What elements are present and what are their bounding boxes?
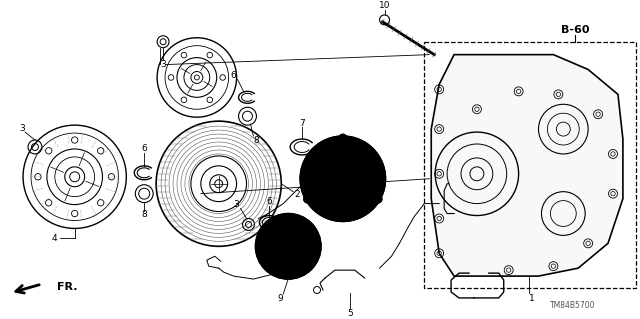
Text: 2: 2 <box>294 190 300 199</box>
Polygon shape <box>431 55 623 276</box>
Text: B-60: B-60 <box>561 25 589 35</box>
Text: 7: 7 <box>300 119 305 128</box>
Text: 6: 6 <box>231 71 236 80</box>
Text: 3: 3 <box>19 124 25 133</box>
Text: 7: 7 <box>300 257 306 266</box>
Circle shape <box>303 195 312 203</box>
Text: 9: 9 <box>277 294 283 303</box>
Circle shape <box>339 134 347 142</box>
Bar <box>424 42 636 288</box>
Circle shape <box>374 195 382 203</box>
Circle shape <box>300 136 385 221</box>
Text: FR.: FR. <box>57 282 77 292</box>
Text: 3: 3 <box>234 200 239 209</box>
Text: 6: 6 <box>141 145 147 153</box>
Text: 3: 3 <box>160 60 166 69</box>
Text: 8: 8 <box>253 136 259 145</box>
Text: 8: 8 <box>266 257 272 266</box>
Text: 8: 8 <box>141 210 147 219</box>
Text: TM84B5700: TM84B5700 <box>550 301 595 310</box>
Text: 10: 10 <box>379 2 390 11</box>
Circle shape <box>255 213 321 279</box>
Text: 6: 6 <box>266 197 272 206</box>
Text: 4: 4 <box>52 234 58 243</box>
Text: 5: 5 <box>347 309 353 318</box>
Text: 1: 1 <box>529 294 534 303</box>
